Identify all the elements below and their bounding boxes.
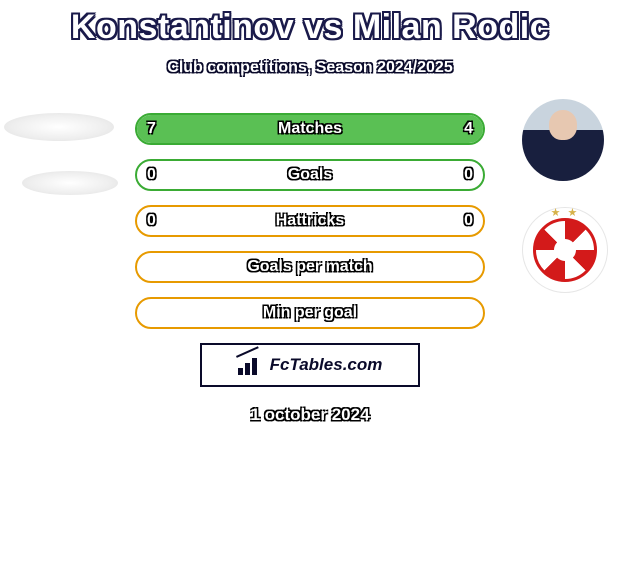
stat-row: 7 4 Matches bbox=[135, 113, 485, 145]
page-title: Konstantinov vs Milan Rodic bbox=[0, 8, 620, 47]
stat-value-right: 0 bbox=[464, 166, 473, 184]
stat-value-right: 4 bbox=[464, 120, 473, 138]
stat-label: Goals per match bbox=[247, 258, 372, 276]
stat-row: Goals per match bbox=[135, 251, 485, 283]
stat-label: Matches bbox=[278, 120, 342, 138]
stat-row: 0 0 Hattricks bbox=[135, 205, 485, 237]
player2-club-logo: ★ ★ bbox=[522, 207, 608, 293]
player1-club-logo bbox=[22, 171, 118, 195]
chart-icon bbox=[238, 355, 264, 375]
brand-box: FcTables.com bbox=[200, 343, 420, 387]
stat-value-left: 7 bbox=[147, 120, 156, 138]
page-subtitle: Club competitions, Season 2024/2025 bbox=[0, 59, 620, 77]
date-text: 1 october 2024 bbox=[0, 405, 620, 425]
stat-label: Hattricks bbox=[276, 212, 344, 230]
stats-container: 7 4 Matches 0 0 Goals 0 0 Hattricks Goals per mat… bbox=[135, 113, 485, 329]
stat-row: Min per goal bbox=[135, 297, 485, 329]
stat-value-right: 0 bbox=[464, 212, 473, 230]
stat-value-left: 0 bbox=[147, 212, 156, 230]
player1-avatar bbox=[4, 113, 114, 141]
stat-value-left: 0 bbox=[147, 166, 156, 184]
brand-text: FcTables.com bbox=[270, 355, 383, 375]
stat-label: Goals bbox=[288, 166, 332, 184]
stat-row: 0 0 Goals bbox=[135, 159, 485, 191]
player2-avatar bbox=[522, 99, 604, 181]
stat-label: Min per goal bbox=[263, 304, 357, 322]
